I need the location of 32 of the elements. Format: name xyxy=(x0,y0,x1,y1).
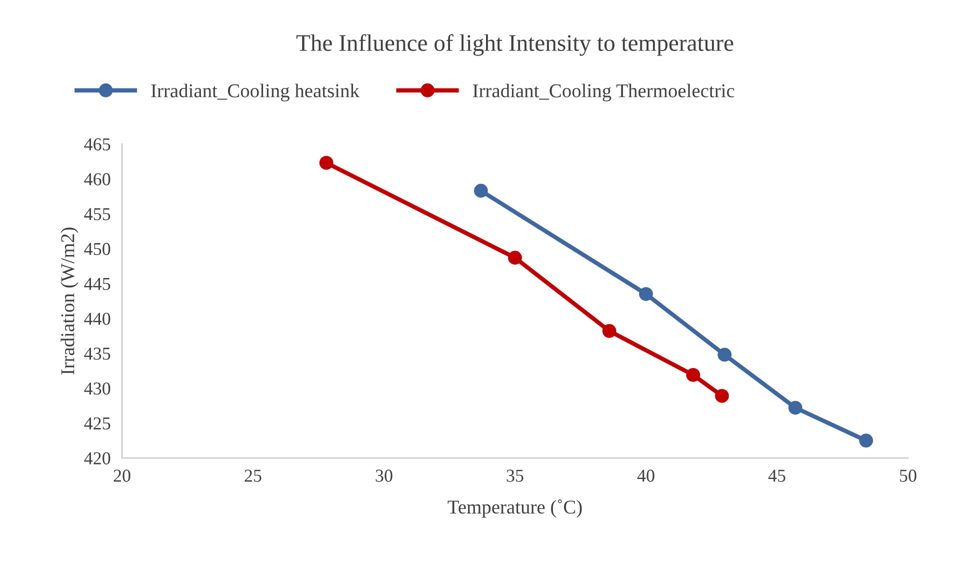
x-tick-label: 30 xyxy=(376,470,392,482)
point xyxy=(639,287,653,301)
y-tick-label: 430 xyxy=(84,382,110,395)
y-tick-label: 445 xyxy=(84,278,110,290)
x-tick-label: 40 xyxy=(637,470,654,482)
x-tick-label: 20 xyxy=(114,470,130,482)
y-tick-label: 450 xyxy=(84,242,110,256)
point xyxy=(602,324,616,338)
point xyxy=(715,388,729,403)
chart-title: The Influence of light Intensity to temperature xyxy=(296,34,734,56)
point xyxy=(686,368,700,382)
legend-label: Irradiant_Cooling heatsink xyxy=(151,84,360,102)
point xyxy=(718,348,732,362)
point xyxy=(859,434,874,448)
y-tick-label: 465 xyxy=(84,138,110,150)
y-tick-label: 435 xyxy=(84,348,110,360)
x-tick-label: 25 xyxy=(244,470,262,482)
x-tick-label: 50 xyxy=(900,470,916,482)
y-axis-title: Irradiation (W/m2) xyxy=(60,228,78,375)
y-tick-label: 425 xyxy=(84,417,110,430)
point xyxy=(508,250,522,265)
y-tick-label: 460 xyxy=(84,173,110,186)
y-tick-label: 440 xyxy=(84,312,110,325)
point xyxy=(319,156,334,170)
legend-label: Irradiant_Cooling Thermoelectric xyxy=(472,84,734,102)
point xyxy=(474,184,488,198)
x-axis-title: Temperature (˚C) xyxy=(448,499,582,518)
y-tick-label: 455 xyxy=(84,208,110,220)
x-tick-label: 45 xyxy=(768,470,786,482)
y-tick-label: 420 xyxy=(84,452,110,464)
point xyxy=(788,400,802,415)
x-tick-label: 35 xyxy=(506,470,524,482)
